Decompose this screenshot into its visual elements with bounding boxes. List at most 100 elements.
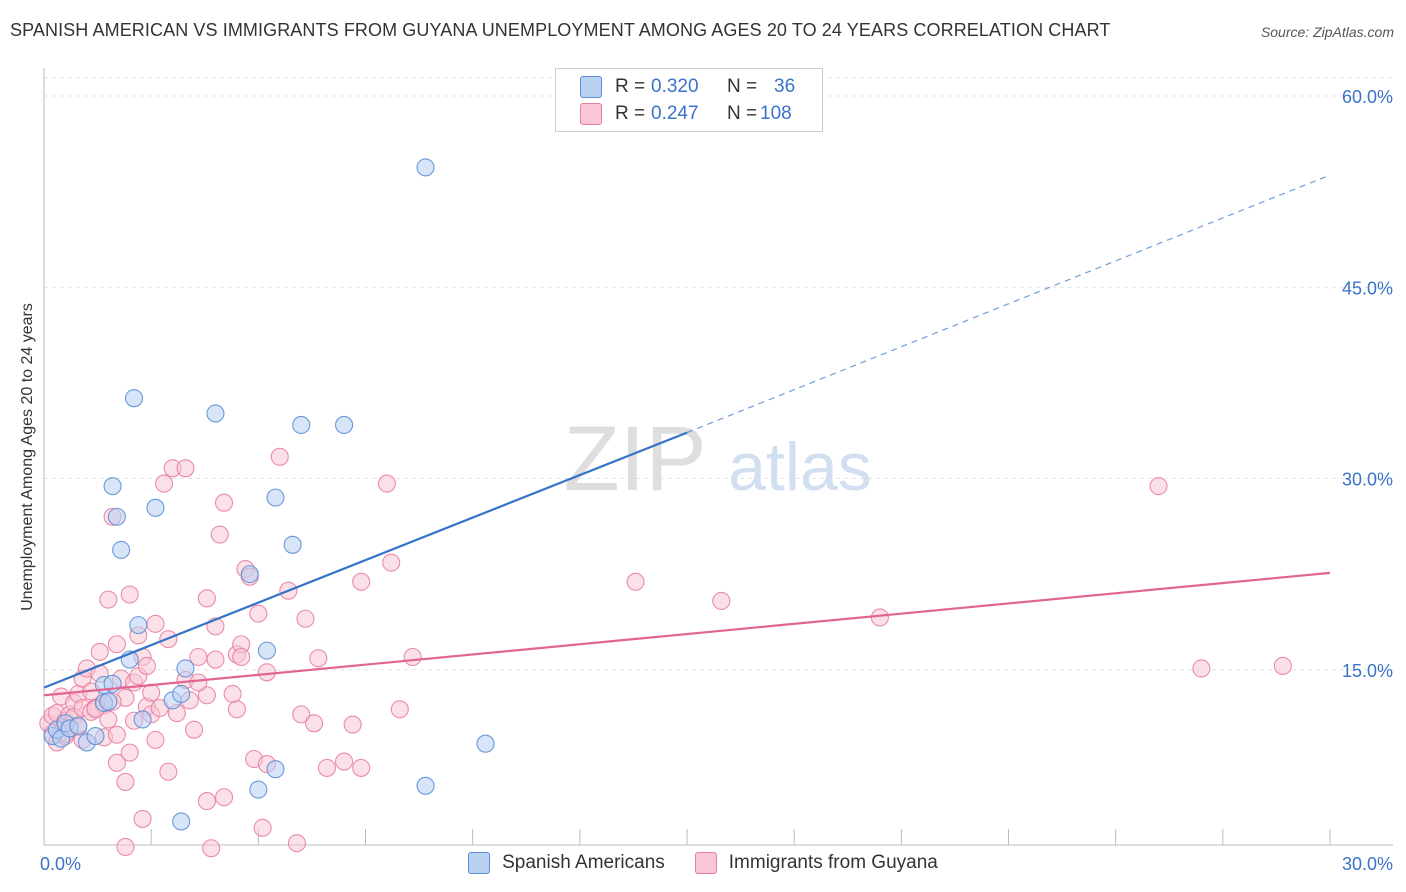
- guyana-point-57: [184, 720, 204, 739]
- spanish-americans-point-16: [129, 616, 148, 635]
- spanish-americans-point-31: [335, 415, 354, 435]
- watermark-zip: ZIP: [563, 408, 706, 510]
- watermark: ZIP atlas: [563, 408, 871, 510]
- guyana-point-35: [120, 743, 139, 762]
- guyana-point-64: [206, 650, 225, 669]
- spanish-americans-point-24: [240, 565, 259, 584]
- trend-line-extension-0: [686, 174, 1331, 434]
- guyana-point-88: [343, 715, 362, 734]
- correlation-legend: R = 0.320 N = 36 R = 0.247 N = 108: [555, 68, 823, 132]
- spanish-americans-point-17: [133, 710, 152, 729]
- guyana-point-86: [317, 758, 336, 777]
- n-label: N =: [727, 76, 758, 97]
- n-value: 36: [774, 76, 796, 97]
- spanish-americans-point-32: [416, 158, 435, 177]
- trend-lines: [43, 174, 1331, 697]
- legend-item-immigrants-from-guyana[interactable]: Immigrants from Guyana: [694, 852, 938, 874]
- guyana-point-34: [116, 837, 135, 857]
- legend-row-spanish-americans: R = 0.320 N = 36: [580, 74, 795, 100]
- guyana-point-82: [292, 705, 311, 724]
- guyana-point-26: [99, 590, 118, 609]
- spanish-americans-point-6: [86, 726, 105, 746]
- guyana-point-50: [159, 762, 178, 781]
- legend-label: Spanish Americans: [502, 852, 665, 873]
- n-label: N =: [727, 103, 758, 124]
- guyana-point-75: [249, 604, 268, 623]
- guyana-point-79: [270, 447, 289, 466]
- tick-labels: 15.0% 30.0% 45.0% 60.0% 0.0% 30.0%: [40, 87, 1393, 874]
- guyana-point-28: [107, 753, 126, 772]
- spanish-americans-point-15: [124, 389, 144, 408]
- spanish-americans-point-25: [249, 780, 268, 799]
- spanish-americans-point-22: [176, 659, 195, 678]
- guyana-point-107: [223, 684, 242, 704]
- guyana-point-98: [1149, 477, 1168, 496]
- guyana-point-100: [1273, 656, 1292, 675]
- guyana-point-42: [133, 809, 152, 828]
- guyana-point-87: [335, 752, 354, 771]
- guyana-point-47: [146, 730, 165, 749]
- guyana-point-76: [253, 818, 272, 837]
- guyana-point-67: [214, 788, 234, 807]
- spanish-americans-point-18: [146, 498, 165, 517]
- legend-swatch-blue: [468, 852, 491, 874]
- guyana-point-90: [352, 758, 371, 777]
- guyana-point-92: [382, 553, 401, 572]
- guyana-point-44: [137, 656, 156, 675]
- spanish-americans-point-20: [172, 684, 191, 704]
- guyana-point-48: [146, 614, 165, 633]
- r-label: R =: [615, 76, 646, 97]
- guyana-point-29: [107, 725, 126, 744]
- n-value: 108: [760, 103, 792, 124]
- y-tick-label-1: 30.0%: [1342, 470, 1393, 490]
- guyana-point-33: [116, 772, 135, 792]
- spanish-americans-point-29: [292, 415, 311, 435]
- guyana-point-65: [210, 525, 229, 544]
- guyana-point-66: [214, 493, 234, 512]
- guyana-point-91: [377, 474, 396, 493]
- guyana-point-106: [189, 673, 208, 692]
- source-label: Source: ZipAtlas.com: [1260, 24, 1394, 40]
- series-legend: Spanish Americans Immigrants from Guyana: [0, 852, 1406, 874]
- guyana-point-85: [309, 649, 328, 668]
- guyana-point-25: [99, 710, 118, 729]
- guyana-point-68: [227, 700, 246, 719]
- legend-item-spanish-americans[interactable]: Spanish Americans: [468, 852, 665, 874]
- watermark-atlas: atlas: [728, 429, 872, 505]
- guyana-point-21: [90, 642, 109, 661]
- series-spanish-americans: [43, 158, 495, 831]
- guyana-point-61: [197, 589, 216, 608]
- guyana-point-96: [712, 591, 731, 610]
- guyana-point-99: [1192, 659, 1211, 678]
- spanish-americans-point-33: [416, 776, 435, 795]
- legend-swatch-pink: [580, 103, 602, 125]
- guyana-point-59: [197, 792, 216, 811]
- legend-swatch-pink: [694, 852, 717, 874]
- legend-swatch-blue: [580, 76, 602, 98]
- spanish-americans-point-23: [206, 404, 225, 423]
- spanish-americans-point-30: [283, 535, 302, 554]
- guyana-point-94: [403, 647, 422, 667]
- guyana-point-55: [176, 459, 195, 478]
- guyana-point-46: [142, 683, 161, 702]
- guyana-point-36: [120, 585, 139, 604]
- guyana-point-83: [296, 609, 315, 628]
- guyana-point-71: [232, 647, 251, 667]
- spanish-americans-point-13: [112, 540, 131, 559]
- spanish-americans-point-11: [103, 477, 122, 496]
- y-tick-label-2: 45.0%: [1342, 278, 1393, 298]
- r-value: 0.320: [651, 76, 699, 97]
- guyana-point-60: [197, 686, 216, 705]
- x-tick-label-0: 0.0%: [40, 854, 81, 874]
- guyana-point-30: [107, 635, 126, 654]
- legend-label: Immigrants from Guyana: [728, 852, 938, 873]
- spanish-americans-point-9: [99, 692, 118, 711]
- x-tick-label-1: 30.0%: [1342, 854, 1393, 874]
- chart-title: SPANISH AMERICAN VS IMMIGRANTS FROM GUYA…: [10, 20, 1111, 40]
- axes: [43, 68, 1393, 846]
- guyana-point-81: [287, 834, 306, 853]
- guyana-point-97: [870, 608, 889, 627]
- y-tick-label-0: 15.0%: [1342, 661, 1393, 681]
- spanish-americans-point-21: [172, 812, 191, 831]
- spanish-americans-point-35: [69, 716, 88, 735]
